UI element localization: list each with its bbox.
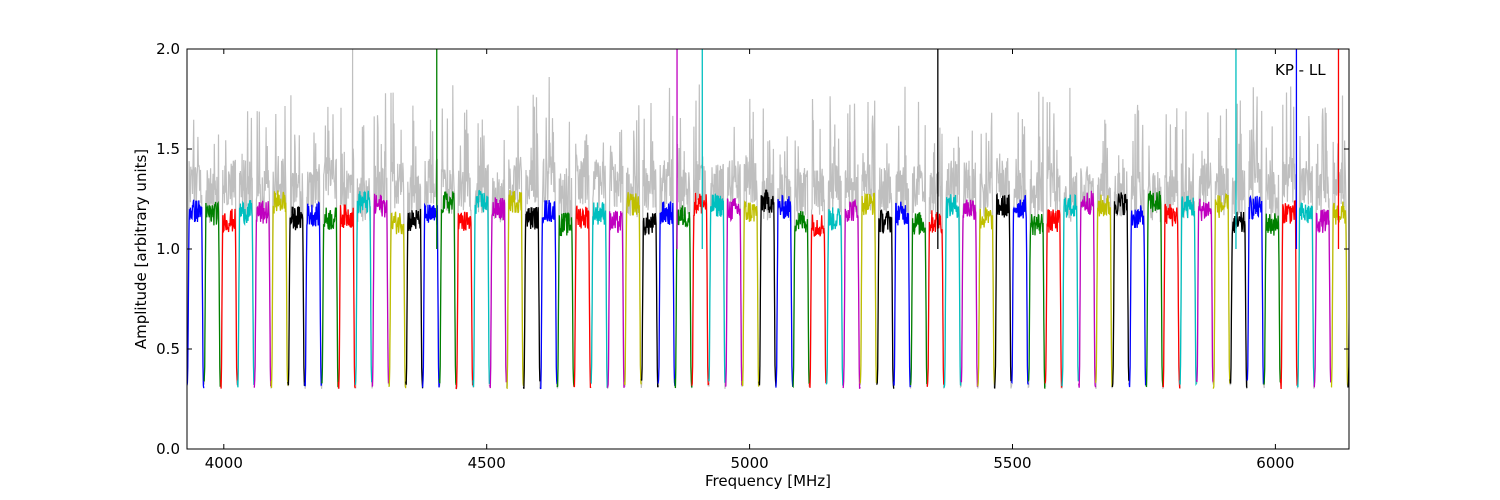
band-line <box>1061 194 1079 387</box>
band-line <box>337 204 356 389</box>
y-tick-label: 0.0 <box>156 440 180 458</box>
y-tick-label: 0.5 <box>156 340 180 358</box>
band-line <box>1212 193 1231 389</box>
band-line <box>724 197 743 387</box>
band-line <box>792 210 810 389</box>
band-line <box>993 192 1012 389</box>
band-line <box>354 190 373 385</box>
band-line <box>1313 209 1332 388</box>
band-line <box>472 189 491 388</box>
band-line <box>371 193 390 387</box>
band-line <box>876 209 895 389</box>
band-line <box>842 199 861 389</box>
x-axis: 4000 4500 5000 5500 6000 <box>205 49 1294 472</box>
y-tick-label: 1.0 <box>156 240 180 258</box>
plot-background <box>187 49 1349 449</box>
band-line <box>455 211 474 390</box>
band-line <box>758 189 777 387</box>
x-axis-label: Frequency [MHz] <box>705 472 831 490</box>
band-line <box>825 207 844 387</box>
band-line <box>556 212 575 388</box>
band-line <box>1128 205 1147 388</box>
band-line <box>287 205 306 386</box>
band-line <box>270 190 289 388</box>
band-line <box>960 199 979 387</box>
band-line <box>775 194 794 388</box>
band-line <box>893 201 912 388</box>
band-line <box>1330 201 1349 388</box>
band-line <box>977 207 996 387</box>
band-line <box>187 199 205 389</box>
band-line <box>203 201 222 387</box>
x-tick-label: 6000 <box>1256 454 1294 472</box>
chart-annotation: KP - LL <box>1275 61 1326 79</box>
band-line <box>1179 195 1198 386</box>
band-line <box>489 197 508 389</box>
band-line <box>1347 248 1349 388</box>
band-line <box>909 212 928 386</box>
band-line <box>438 191 457 386</box>
band-line <box>236 199 255 388</box>
band-line <box>1162 203 1181 389</box>
band-line <box>1229 211 1248 389</box>
band-line <box>1279 200 1299 390</box>
band-line <box>1010 195 1029 385</box>
band-line <box>573 205 592 389</box>
band-line <box>1246 194 1265 385</box>
x-tick-label: 5000 <box>731 454 769 472</box>
band-line <box>1263 213 1282 385</box>
plot-area <box>187 49 1349 390</box>
band-line <box>859 192 878 384</box>
y-axis-label: Amplitude [arbitrary units] <box>132 149 150 349</box>
band-line <box>640 212 659 388</box>
band-line <box>388 211 407 389</box>
band-line <box>405 208 424 389</box>
band-line <box>808 214 827 388</box>
y-axis: 0.0 0.5 1.0 1.5 2.0 <box>156 40 1349 458</box>
band-line <box>220 208 239 389</box>
band-line <box>943 194 962 388</box>
band-line <box>623 192 642 386</box>
y-tick-label: 2.0 <box>156 40 180 58</box>
x-tick-label: 4000 <box>205 454 243 472</box>
band-line <box>539 200 558 390</box>
band-line <box>926 210 945 387</box>
x-tick-label: 4500 <box>468 454 506 472</box>
band-line <box>320 207 339 388</box>
band-line <box>1027 213 1046 389</box>
band-line <box>304 201 323 387</box>
band-line <box>590 202 609 388</box>
band-line <box>691 192 710 386</box>
band-line <box>1044 209 1063 389</box>
band-line <box>506 190 525 390</box>
band-line <box>1094 194 1114 388</box>
band-line <box>1078 190 1097 388</box>
band-line <box>522 206 541 389</box>
band-line <box>674 205 693 389</box>
band-line <box>1145 190 1164 388</box>
band-line <box>606 210 626 388</box>
band-line <box>1111 192 1130 388</box>
band-line <box>707 193 727 383</box>
band-line <box>657 201 676 386</box>
band-line <box>741 200 760 387</box>
band-line <box>1195 198 1214 383</box>
band-line <box>253 200 272 388</box>
band-line <box>1296 202 1315 388</box>
x-tick-label: 5500 <box>993 454 1031 472</box>
y-tick-label: 1.5 <box>156 140 180 158</box>
